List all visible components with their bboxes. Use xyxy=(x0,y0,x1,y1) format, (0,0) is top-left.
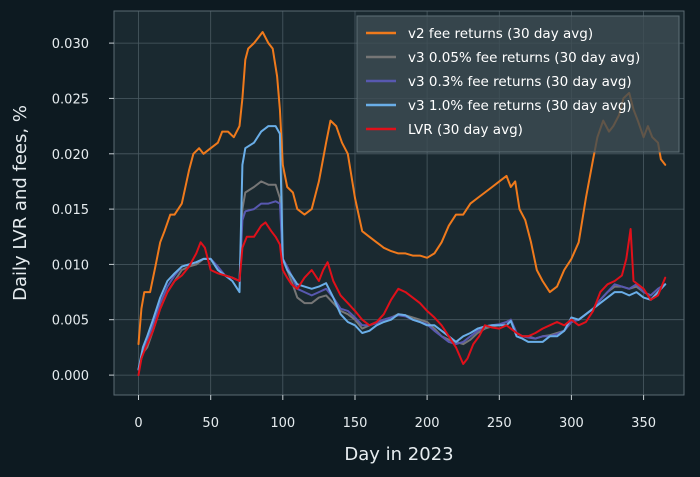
legend-label-1: v2 fee returns (30 day avg) xyxy=(408,26,593,42)
legend-label-3: v3 0.3% fee returns (30 day avg) xyxy=(408,74,632,90)
legend-label-4: v3 1.0% fee returns (30 day avg) xyxy=(408,98,632,114)
axis-ticks: 0 50 100 150 200 250 300 350 0.000 0.005 0.010 0.01… xyxy=(52,37,656,431)
legend: v2 fee returns (30 day avg) v3 0.05% fee … xyxy=(356,15,680,153)
plot-frame xyxy=(113,10,685,396)
x-tick-label: 50 xyxy=(202,416,219,431)
x-tick-label: 300 xyxy=(559,416,584,431)
x-axis-label: Day in 2023 xyxy=(344,444,453,465)
y-tick-label: 0.010 xyxy=(52,258,89,273)
y-tick-label: 0.020 xyxy=(52,148,89,163)
y-tick-label: 0.005 xyxy=(52,314,89,329)
x-tick-label: 0 xyxy=(134,416,142,431)
y-tick-label: 0.000 xyxy=(52,369,89,384)
y-tick-label: 0.025 xyxy=(52,92,89,107)
x-tick-label: 350 xyxy=(631,416,656,431)
x-tick-label: 100 xyxy=(270,416,295,431)
x-tick-label: 200 xyxy=(415,416,440,431)
series-lines xyxy=(137,31,667,377)
x-tick-label: 250 xyxy=(487,416,512,431)
x-tick-label: 150 xyxy=(343,416,368,431)
series-line-1 xyxy=(137,31,667,346)
legend-label-5: LVR (30 day avg) xyxy=(408,122,523,138)
legend-label-2: v3 0.05% fee returns (30 day avg) xyxy=(408,50,640,66)
y-tick-label: 0.015 xyxy=(52,203,89,218)
legend-box xyxy=(356,15,680,153)
y-tick-label: 0.030 xyxy=(52,37,89,52)
series-line-5 xyxy=(137,221,667,377)
y-axis-label: Daily LVR and fees, % xyxy=(10,105,31,301)
